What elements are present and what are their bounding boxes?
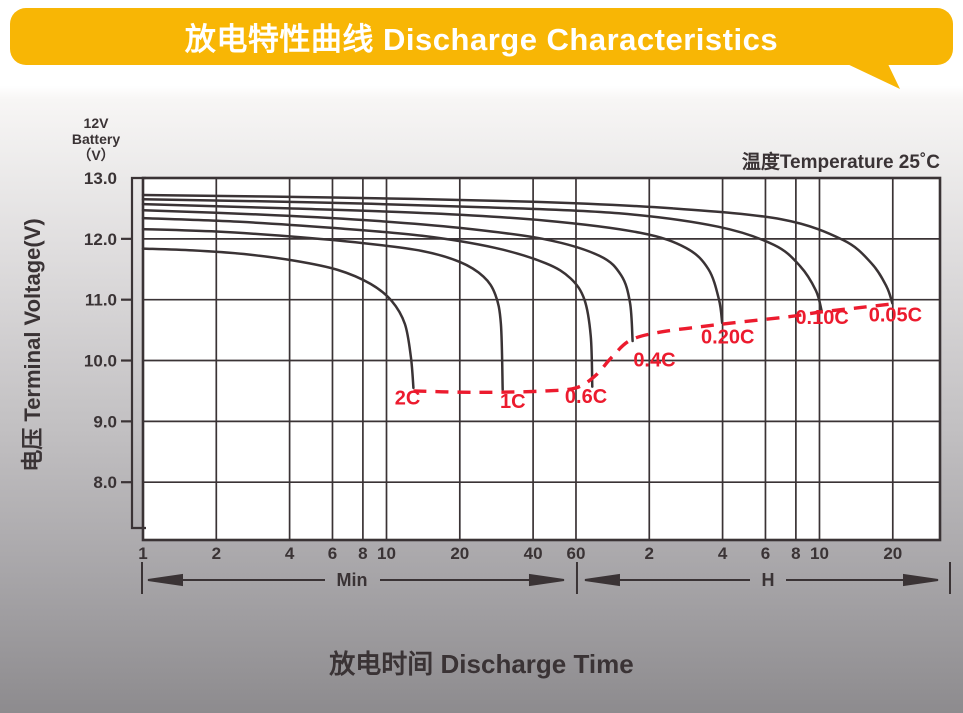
curve-0.4C bbox=[141, 208, 634, 343]
discharge-curves bbox=[141, 193, 894, 391]
rate-label-2C: 2C bbox=[395, 387, 421, 409]
rate-label-0.20C: 0.20C bbox=[701, 326, 754, 348]
svg-text:13.0: 13.0 bbox=[84, 169, 117, 188]
discharge-chart: 13.012.011.010.09.08.01 2 4 6 8 10 20 40 60 2 4 6 8 1… bbox=[84, 169, 951, 594]
rate-label-0.4C: 0.4C bbox=[633, 350, 675, 372]
banner-tail-icon bbox=[843, 62, 900, 89]
battery-type-line2: Battery bbox=[71, 131, 121, 147]
svg-text:40: 40 bbox=[524, 544, 543, 563]
svg-text:2: 2 bbox=[645, 544, 654, 563]
arrowhead-left-h bbox=[584, 573, 620, 587]
svg-text:10.0: 10.0 bbox=[84, 352, 117, 371]
svg-text:10: 10 bbox=[810, 544, 829, 563]
x-tick-labels: 1 2 4 6 8 10 20 40 60 2 4 6 8 10 20 bbox=[138, 544, 902, 563]
rate-label-0.10C: 0.10C bbox=[795, 307, 848, 329]
y-axis-bracket bbox=[121, 176, 146, 530]
rate-label-1C: 1C bbox=[500, 391, 526, 413]
svg-text:8: 8 bbox=[791, 544, 800, 563]
svg-text:4: 4 bbox=[285, 544, 295, 563]
banner-tail-shape bbox=[843, 62, 900, 89]
gridlines bbox=[142, 177, 940, 540]
plot-area bbox=[143, 178, 940, 540]
svg-text:8: 8 bbox=[358, 544, 367, 563]
rate-label-0.6C: 0.6C bbox=[565, 386, 607, 408]
battery-type-line3: （V） bbox=[77, 147, 115, 163]
curve-1C bbox=[141, 227, 504, 391]
battery-type-line1: 12V bbox=[83, 115, 109, 131]
curve-0.20C bbox=[141, 202, 724, 325]
svg-text:6: 6 bbox=[328, 544, 337, 563]
battery-type-label: 12V Battery （V） bbox=[46, 115, 146, 163]
page-title: 放电特性曲线 Discharge Characteristics bbox=[184, 22, 779, 57]
y-tick-labels: 13.0 12.0 11.0 10.0 9.0 8.0 bbox=[84, 169, 117, 492]
curve-0.05C bbox=[141, 193, 894, 305]
arrowhead-right-min bbox=[528, 573, 565, 587]
svg-text:20: 20 bbox=[450, 544, 469, 563]
end-voltage-locus bbox=[413, 302, 893, 395]
title-banner: 放电特性曲线 Discharge Characteristics bbox=[10, 8, 953, 65]
temperature-note: 温度Temperature 25˚C bbox=[741, 152, 940, 173]
curve-2C bbox=[141, 247, 415, 390]
svg-text:8.0: 8.0 bbox=[93, 473, 117, 492]
svg-text:10: 10 bbox=[377, 544, 396, 563]
svg-text:9.0: 9.0 bbox=[93, 412, 117, 431]
curve-0.10C bbox=[141, 198, 823, 312]
hours-range-label: H bbox=[762, 570, 775, 590]
unit-range-arrows: Min H bbox=[141, 562, 951, 594]
rate-labels: 2C 1C 0.6C 0.4C 0.20C 0.10C 0.05C bbox=[395, 305, 922, 413]
svg-text:11.0: 11.0 bbox=[85, 291, 117, 310]
rate-label-0.05C: 0.05C bbox=[869, 305, 922, 327]
svg-text:6: 6 bbox=[761, 544, 770, 563]
arrowhead-right-h bbox=[903, 573, 939, 587]
plot-border bbox=[141, 176, 942, 542]
x-axis-title: 放电时间 Discharge Time bbox=[329, 649, 634, 679]
svg-text:20: 20 bbox=[883, 544, 902, 563]
svg-text:60: 60 bbox=[567, 544, 586, 563]
svg-text:4: 4 bbox=[718, 544, 728, 563]
minutes-range-label: Min bbox=[337, 570, 368, 590]
svg-text:12.0: 12.0 bbox=[84, 230, 117, 249]
svg-text:1: 1 bbox=[138, 544, 147, 563]
svg-text:2: 2 bbox=[212, 544, 221, 563]
curve-0.6C bbox=[141, 216, 594, 388]
arrowhead-left-min bbox=[147, 573, 183, 587]
